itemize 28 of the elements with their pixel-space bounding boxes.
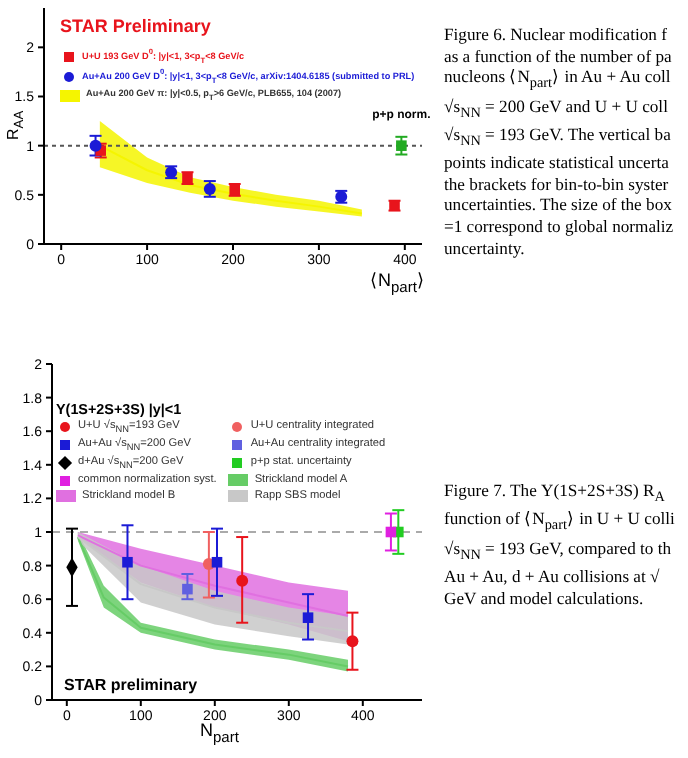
point <box>122 556 133 568</box>
text: as a function of the number of pa <box>444 45 672 66</box>
text: function of ⟨N$_{part}$⟩ in U + U colli <box>444 508 675 535</box>
point <box>89 139 102 152</box>
line-series <box>76 534 349 617</box>
x-axis-title: ⟨N$_{part}$⟩ <box>370 270 425 296</box>
text: √s$_{NN}$ = 193 GeV. The vertical ba <box>444 123 671 150</box>
caption: Figure 7. The Υ(1S+2S+3S) R$_{A}$ <box>444 480 665 506</box>
annotation: STAR preliminary <box>64 676 198 694</box>
text: the brackets for bin-to-bin syster <box>444 173 669 194</box>
point <box>211 556 223 568</box>
text: √s$_{NN}$ = 200 GeV and U + U coll <box>444 95 668 121</box>
text: points indicate statistical uncerta <box>444 152 669 173</box>
point <box>346 635 359 648</box>
text: nucleons ⟨N$_{part}$⟩ in Au + Au coll <box>444 66 671 92</box>
point <box>302 612 314 623</box>
text: √s$_{NN}$ = 193 GeV, compared to th <box>444 537 672 563</box>
point <box>182 583 193 595</box>
caption: Figure 6. Nuclear modification f <box>444 24 667 44</box>
text: uncertainties. The size of the box <box>444 194 672 215</box>
text: GeV and model calculations. <box>444 587 644 608</box>
point <box>396 140 407 151</box>
annotation: STAR Preliminary <box>60 16 211 36</box>
text: =1 correspond to global normaliz <box>444 215 674 236</box>
text: uncertainty. <box>444 237 525 257</box>
x-axis-title: N$_{part}$ <box>200 720 239 746</box>
text: Au + Au, d + Au collisions at √ <box>444 565 660 586</box>
point <box>236 574 249 587</box>
